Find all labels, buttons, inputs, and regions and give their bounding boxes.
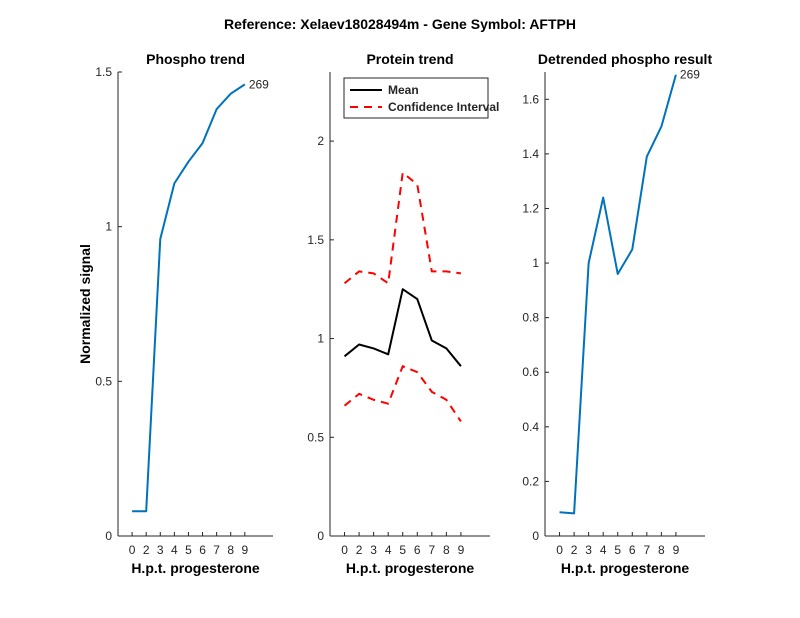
legend: Mean Confidence Interval xyxy=(343,77,499,119)
x-tick-label: 5 xyxy=(614,543,621,557)
y-tick-label: 0 xyxy=(532,529,539,543)
y-tick-label: 1 xyxy=(105,220,112,234)
series-line-0 xyxy=(132,83,246,513)
y-tick-label: 0.4 xyxy=(522,420,539,434)
x-tick-label: 7 xyxy=(428,543,435,557)
y-tick-label: 2 xyxy=(317,134,324,148)
x-tick-label: 0 xyxy=(556,543,563,557)
y-tick-label: 0.2 xyxy=(522,474,539,488)
data-annotation: 269 xyxy=(249,77,269,91)
y-tick-label: 1.6 xyxy=(522,92,539,106)
x-tick-label: 6 xyxy=(629,543,636,557)
data-annotation: 269 xyxy=(680,68,700,82)
x-tick-label: 3 xyxy=(585,543,592,557)
series-line-2 xyxy=(343,365,462,423)
panel-title: Phospho trend xyxy=(146,51,245,67)
y-axis-label: Normalized signal xyxy=(77,244,93,364)
y-tick-label: 0.8 xyxy=(522,311,539,325)
figure-title: Reference: Xelaev18028494m - Gene Symbol… xyxy=(224,16,576,32)
x-tick-label: 7 xyxy=(213,543,220,557)
y-tick-label: 0 xyxy=(105,529,112,543)
x-tick-label: 0 xyxy=(129,543,136,557)
y-tick-label: 0.6 xyxy=(522,365,539,379)
detrended-phospho-panel: 00.20.40.60.811.21.41.60 2 3 4 5 6 7 8 9Detrende… xyxy=(522,51,712,576)
x-tick-label: 6 xyxy=(199,543,206,557)
series-line-1 xyxy=(343,171,462,285)
x-tick-label: 8 xyxy=(227,543,234,557)
x-tick-label: 3 xyxy=(157,543,164,557)
x-axis-label: H.p.t. progesterone xyxy=(561,560,690,576)
x-tick-label: 7 xyxy=(643,543,650,557)
x-tick-label: 8 xyxy=(443,543,450,557)
x-tick-label: 6 xyxy=(414,543,421,557)
x-tick-label: 5 xyxy=(185,543,192,557)
x-tick-label: 9 xyxy=(241,543,248,557)
x-tick-label: 2 xyxy=(143,543,150,557)
x-tick-label: 9 xyxy=(458,543,465,557)
y-tick-label: 1.2 xyxy=(522,201,539,215)
series-line-0 xyxy=(559,74,677,515)
y-tick-label: 1 xyxy=(532,256,539,270)
y-tick-label: 1.4 xyxy=(522,147,539,161)
y-tick-label: 1.5 xyxy=(307,233,324,247)
x-tick-label: 2 xyxy=(571,543,578,557)
x-tick-label: 5 xyxy=(399,543,406,557)
y-tick-label: 0.5 xyxy=(95,374,112,388)
x-tick-label: 9 xyxy=(673,543,680,557)
x-tick-label: 2 xyxy=(356,543,363,557)
x-axis-label: H.p.t. progesterone xyxy=(131,560,260,576)
panel-title: Protein trend xyxy=(366,51,453,67)
x-tick-label: 4 xyxy=(385,543,392,557)
x-tick-label: 3 xyxy=(370,543,377,557)
x-axis-label: H.p.t. progesterone xyxy=(346,560,475,576)
y-tick-label: 0 xyxy=(317,529,324,543)
legend-box xyxy=(343,77,489,119)
legend-label: Confidence Interval xyxy=(388,100,499,114)
panel-title: Detrended phospho result xyxy=(538,51,713,67)
x-tick-label: 4 xyxy=(600,543,607,557)
y-tick-label: 1 xyxy=(317,332,324,346)
y-tick-label: 1.5 xyxy=(95,65,112,79)
legend-label: Mean xyxy=(388,83,419,97)
y-tick-label: 0.5 xyxy=(307,430,324,444)
x-tick-label: 8 xyxy=(658,543,665,557)
x-tick-label: 4 xyxy=(171,543,178,557)
x-tick-label: 0 xyxy=(341,543,348,557)
series-line-0 xyxy=(343,288,462,367)
